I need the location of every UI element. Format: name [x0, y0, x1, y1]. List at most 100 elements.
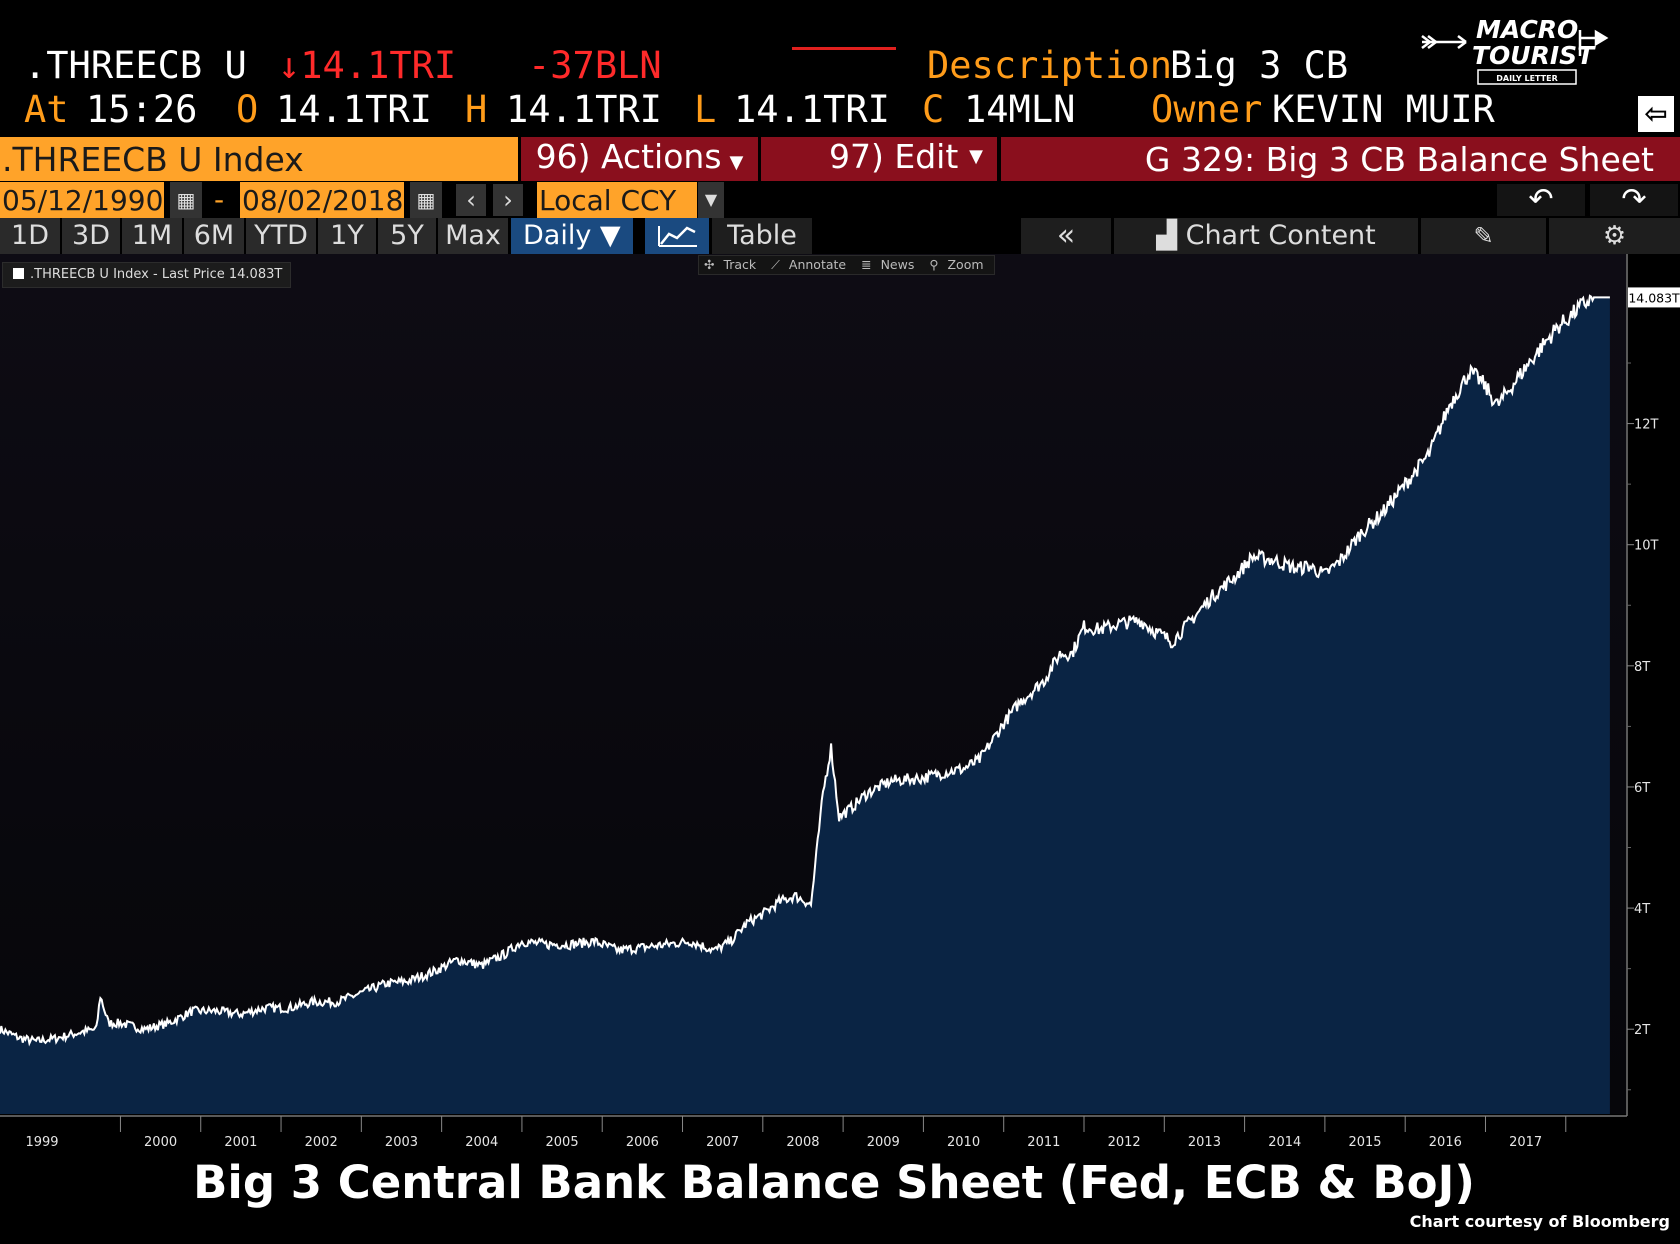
- x-tick-label: 2015: [1348, 1135, 1381, 1150]
- open-label: O: [236, 88, 259, 131]
- x-tick-label: 2017: [1509, 1135, 1542, 1150]
- date-separator: -: [214, 183, 225, 216]
- bar-chart-icon: ▟: [1156, 220, 1177, 251]
- y-tick-label: 6T: [1634, 781, 1650, 796]
- zoom-label: Zoom: [947, 257, 984, 272]
- range-3d[interactable]: 3D: [62, 218, 120, 254]
- range-5y[interactable]: 5Y: [378, 218, 436, 254]
- x-tick-label: 2003: [385, 1135, 418, 1150]
- x-tick-label: 2013: [1188, 1135, 1221, 1150]
- range-ytd[interactable]: YTD: [246, 218, 316, 254]
- x-tick-label: 2009: [867, 1135, 900, 1150]
- chart-content-button[interactable]: ▟ Chart Content: [1114, 218, 1418, 254]
- x-tick-label: 2007: [706, 1135, 739, 1150]
- x-tick-label: 1999: [25, 1135, 58, 1150]
- actions-menu-button[interactable]: 96) Actions ▼: [521, 137, 758, 181]
- price-chart[interactable]: 1999 2000 2001 2002 2003 2004 2005 2006 2007 2008…: [0, 254, 1680, 1154]
- x-tick-label: 2000: [144, 1135, 177, 1150]
- high-value: 14.1TRI: [506, 88, 662, 131]
- y-tick-label: 4T: [1634, 902, 1650, 917]
- redo-icon[interactable]: ↷: [1590, 184, 1678, 216]
- x-tick-label: 2010: [947, 1135, 980, 1150]
- description-value: Big 3 CB: [1170, 44, 1349, 87]
- high-label: H: [465, 88, 488, 131]
- line-chart-icon[interactable]: [645, 218, 709, 254]
- y-tick-label: 12T: [1634, 418, 1659, 433]
- table-tab[interactable]: Table: [712, 218, 812, 254]
- zoom-button[interactable]: ⚲ Zoom: [924, 256, 993, 274]
- chevron-right-icon[interactable]: ›: [493, 184, 523, 216]
- chevron-left-icon[interactable]: ‹: [456, 184, 486, 216]
- actions-label: 96) Actions: [535, 137, 722, 176]
- chart-content-label: Chart Content: [1185, 220, 1376, 251]
- last-price-label: 14.083T: [1628, 290, 1680, 305]
- pencil-icon[interactable]: ✎: [1421, 218, 1546, 254]
- last-price-tag: [1628, 287, 1680, 308]
- calendar-icon[interactable]: ▦: [410, 182, 442, 218]
- logo-line-1: MACRO: [1476, 15, 1578, 44]
- gear-icon[interactable]: ⚙: [1549, 218, 1680, 254]
- low-label: L: [694, 88, 717, 131]
- frequency-dropdown[interactable]: Daily ▼: [511, 218, 633, 254]
- y-tick-label: 2T: [1634, 1023, 1650, 1038]
- x-tick-label: 2014: [1268, 1135, 1301, 1150]
- owner-value: KEVIN MUIR: [1272, 88, 1495, 131]
- track-button[interactable]: ✣ Track: [699, 256, 766, 274]
- ticker-symbol[interactable]: .THREECB U: [24, 44, 247, 87]
- chart-name-title: G 329: Big 3 CB Balance Sheet: [1001, 137, 1680, 181]
- x-tick-label: 2005: [546, 1135, 579, 1150]
- x-tick-label: 2011: [1027, 1135, 1060, 1150]
- x-tick-label: 2004: [465, 1135, 498, 1150]
- security-field[interactable]: .THREECB U Index: [0, 137, 518, 181]
- annotate-button[interactable]: ⟋ Annotate: [766, 256, 856, 274]
- x-tick-label: 2016: [1429, 1135, 1462, 1150]
- range-6m[interactable]: 6M: [184, 218, 244, 254]
- x-tick-label: 2008: [786, 1135, 819, 1150]
- logo-line-2: TOURIST: [1472, 41, 1596, 70]
- x-tick-label: 2012: [1108, 1135, 1141, 1150]
- net-change: -37BLN: [528, 44, 662, 87]
- range-max[interactable]: Max: [438, 218, 508, 254]
- description-label: Description: [927, 44, 1173, 87]
- news-label: News: [880, 257, 915, 272]
- series-line: [0, 294, 1610, 1047]
- track-label: Track: [723, 257, 757, 272]
- logo-tagline: DAILY LETTER: [1496, 74, 1558, 83]
- news-button[interactable]: ≣ News: [856, 256, 924, 274]
- exit-icon[interactable]: ⇦: [1638, 96, 1674, 132]
- series-area: [0, 295, 1610, 1114]
- chart-legend[interactable]: .THREECB U Index - Last Price 14.083T: [2, 262, 292, 288]
- frequency-label: Daily: [523, 220, 592, 251]
- at-value: 15:26: [86, 88, 198, 131]
- chart-toolbar: ✣ Track ⟋ Annotate ≣ News ⚲ Zoom: [698, 255, 995, 275]
- close-value: 14MLN: [964, 88, 1076, 131]
- last-value: ↓14.1TRI: [278, 44, 457, 87]
- caret-down-icon[interactable]: ▼: [698, 182, 724, 218]
- low-value: 14.1TRI: [734, 88, 890, 131]
- x-tick-label: 2002: [305, 1135, 338, 1150]
- x-tick-label: 2001: [224, 1135, 257, 1150]
- currency-select[interactable]: Local CCY: [537, 182, 697, 218]
- end-date-input[interactable]: 08/02/2018: [240, 182, 404, 218]
- undo-icon[interactable]: ↶: [1497, 184, 1585, 216]
- at-label: At: [24, 88, 69, 131]
- title-bar: .THREECB U Index 96) Actions ▼ 97) Edit ▼ …: [0, 137, 1680, 181]
- footer-credit: Chart courtesy of Bloomberg: [1409, 1212, 1670, 1231]
- y-tick-label: 8T: [1634, 660, 1650, 675]
- range-1m[interactable]: 1M: [122, 218, 182, 254]
- footer-title: Big 3 Central Bank Balance Sheet (Fed, E…: [193, 1156, 1475, 1209]
- legend-label: .THREECB U Index - Last Price 14.083T: [30, 267, 283, 282]
- macro-tourist-logo: MACRO TOURIST DAILY LETTER: [1421, 15, 1609, 85]
- y-tick-label: 10T: [1634, 539, 1659, 554]
- start-date-input[interactable]: 05/12/1990: [0, 182, 164, 218]
- caret-down-icon: ▼: [729, 152, 744, 173]
- range-1d[interactable]: 1D: [0, 218, 60, 254]
- legend-swatch: [13, 268, 24, 279]
- edit-label: 97) Edit: [829, 137, 959, 176]
- edit-menu-button[interactable]: 97) Edit ▼: [761, 137, 997, 181]
- caret-down-icon: ▼: [969, 146, 983, 167]
- range-1y[interactable]: 1Y: [318, 218, 376, 254]
- annotate-label: Annotate: [788, 257, 847, 272]
- double-chevron-left-icon[interactable]: «: [1021, 218, 1111, 254]
- calendar-icon[interactable]: ▦: [170, 182, 202, 218]
